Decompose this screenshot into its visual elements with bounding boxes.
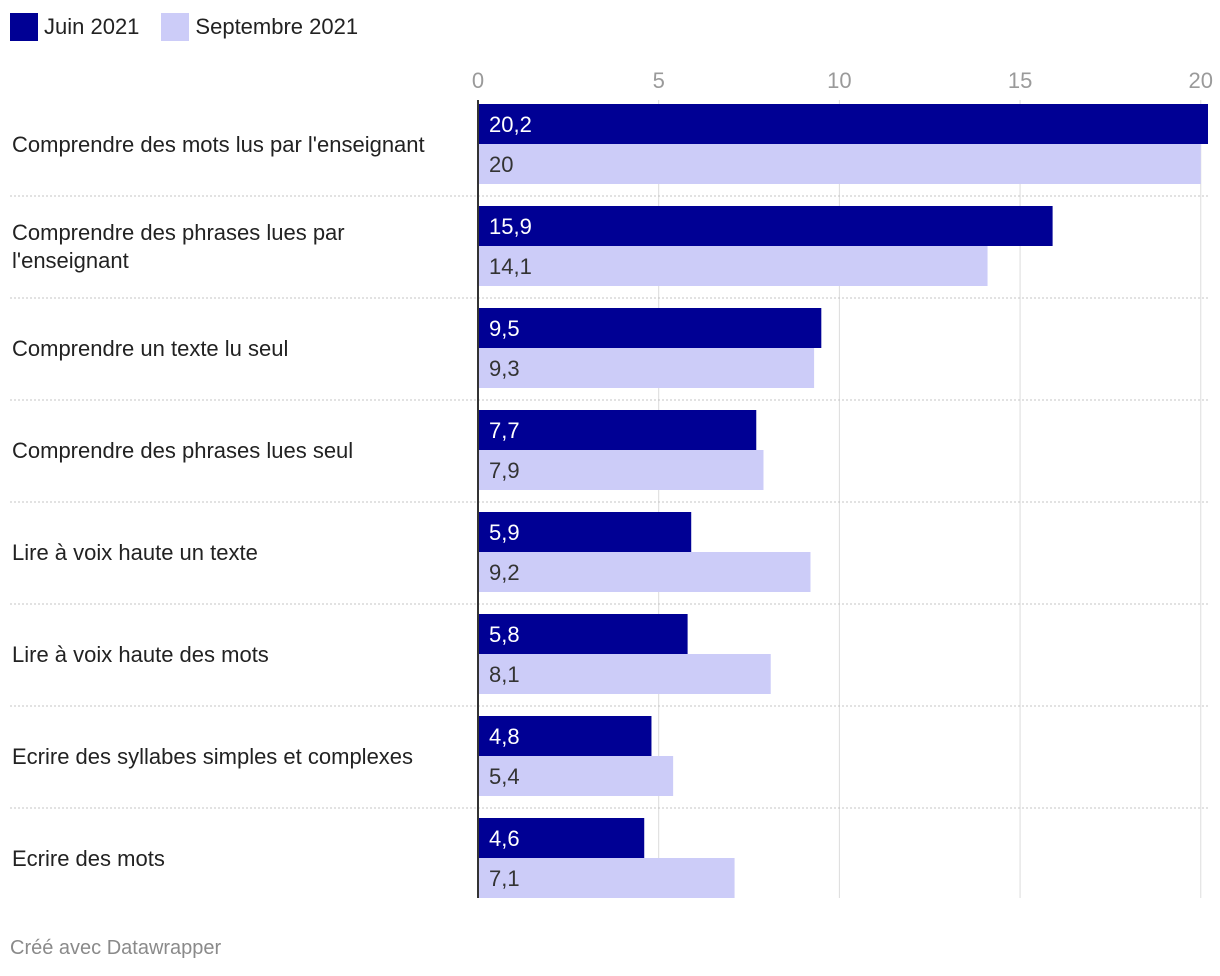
bar-value-label: 7,1	[489, 866, 520, 891]
bar-value-label: 15,9	[489, 214, 532, 239]
category-label: Comprendre des phrases lues par	[12, 220, 345, 245]
category-label: l'enseignant	[12, 248, 129, 273]
bar-juin	[478, 104, 1208, 144]
category-label: Ecrire des mots	[12, 846, 165, 871]
bar-juin	[478, 206, 1053, 246]
bar-juin	[478, 410, 757, 450]
bar-value-label: 9,5	[489, 316, 520, 341]
legend-label-septembre: Septembre 2021	[195, 14, 359, 39]
credit-text: Créé avec Datawrapper	[10, 937, 222, 959]
bar-chart: 0 5 10 15 20 20,2 20 Comprendre des mots lus pa…	[10, 68, 1213, 898]
legend-swatch-septembre	[161, 13, 190, 41]
bar-value-label: 4,8	[489, 724, 520, 749]
bar-juin	[478, 308, 822, 348]
x-tick-label: 20	[1189, 68, 1213, 93]
category-label: Ecrire des syllabes simples et complexes	[12, 744, 413, 769]
category-label: Lire à voix haute des mots	[12, 642, 269, 667]
bar-value-label: 4,6	[489, 826, 520, 851]
bar-value-label: 7,7	[489, 418, 520, 443]
legend-swatch-juin	[10, 13, 38, 41]
x-tick-label: 0	[472, 68, 484, 93]
legend-item-septembre: Septembre 2021	[161, 13, 358, 41]
category-label: Comprendre un texte lu seul	[12, 336, 288, 361]
category-label: Comprendre des phrases lues seul	[12, 438, 353, 463]
bar-value-label: 20,2	[489, 112, 532, 137]
legend-item-juin: Juin 2021	[10, 13, 139, 41]
bar-value-label: 9,2	[489, 560, 520, 585]
bar-value-label: 9,3	[489, 356, 520, 381]
bar-value-label: 8,1	[489, 662, 520, 687]
bar-juin	[478, 512, 692, 552]
bar-septembre	[478, 144, 1201, 184]
category-label: Lire à voix haute un texte	[12, 540, 258, 565]
bar-septembre	[478, 858, 735, 898]
legend-label-juin: Juin 2021	[44, 14, 140, 39]
bar-septembre	[478, 348, 815, 388]
category-label: Comprendre des mots lus par l'enseignant	[12, 132, 425, 157]
legend: Juin 2021 Septembre 2021	[10, 12, 380, 42]
bar-septembre	[478, 246, 988, 286]
bar-value-label: 20	[489, 152, 513, 177]
bar-septembre	[478, 552, 811, 592]
bar-septembre	[478, 450, 764, 490]
bar-value-label: 5,9	[489, 520, 520, 545]
bar-juin	[478, 818, 645, 858]
x-tick-label: 15	[1008, 68, 1032, 93]
bar-septembre	[478, 654, 771, 694]
x-tick-label: 5	[653, 68, 665, 93]
bar-septembre	[478, 756, 674, 796]
bar-value-label: 14,1	[489, 254, 532, 279]
bar-value-label: 5,4	[489, 764, 520, 789]
bar-juin	[478, 614, 688, 654]
x-tick-label: 10	[827, 68, 851, 93]
bar-value-label: 7,9	[489, 458, 520, 483]
bar-juin	[478, 716, 652, 756]
bar-value-label: 5,8	[489, 622, 520, 647]
